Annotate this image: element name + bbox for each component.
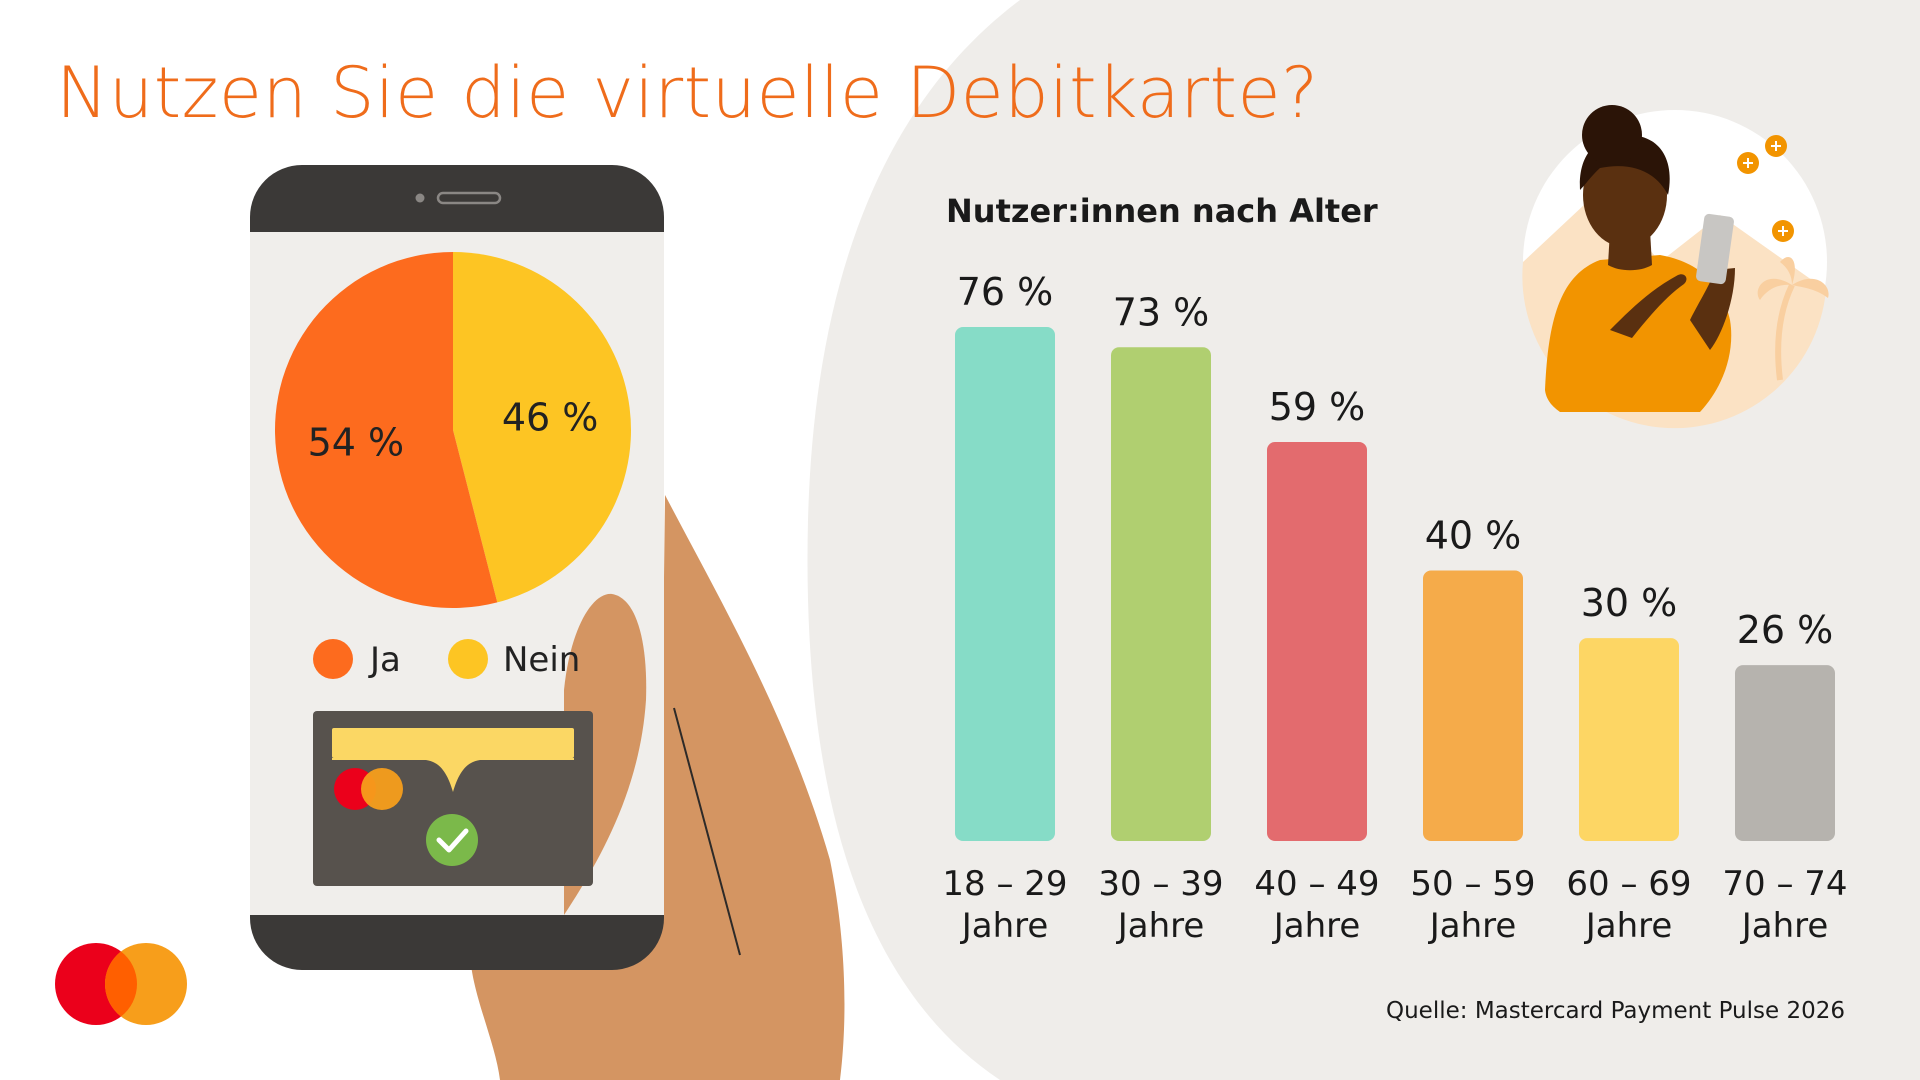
woman-phone bbox=[1696, 213, 1734, 285]
x-tick-label: 18 – 29 bbox=[942, 864, 1067, 904]
bar bbox=[955, 327, 1055, 841]
x-tick-unit-label: Jahre bbox=[960, 906, 1049, 946]
pie-slice-ja bbox=[274, 252, 498, 608]
x-tick-unit-label: Jahre bbox=[1428, 906, 1517, 946]
pie-slice-nein bbox=[453, 252, 631, 603]
palm-tree bbox=[1775, 283, 1795, 381]
legend-swatch-ja bbox=[313, 639, 353, 679]
x-tick-label: 30 – 39 bbox=[1098, 864, 1223, 904]
bar-value-label: 59 % bbox=[1269, 385, 1366, 429]
check-mark bbox=[436, 828, 469, 853]
pie-value-label: 46 % bbox=[502, 396, 599, 440]
hand-crease bbox=[673, 707, 741, 956]
woman-with-phone-illustration bbox=[1522, 105, 1829, 429]
wallet-logo-orange bbox=[361, 768, 403, 810]
x-tick-label: 60 – 69 bbox=[1566, 864, 1691, 904]
woman-arm bbox=[1690, 268, 1735, 350]
mastercard-logo bbox=[55, 943, 187, 1025]
legend-label-ja: Ja bbox=[368, 640, 401, 680]
x-tick-label: 50 – 59 bbox=[1410, 864, 1535, 904]
bar bbox=[1111, 347, 1211, 841]
x-tick-label: 70 – 74 bbox=[1722, 864, 1847, 904]
legend-label-nein: Nein bbox=[503, 640, 580, 680]
page-title: Nutzen Sie die virtuelle Debitkarte? bbox=[56, 52, 1319, 134]
x-tick-unit-label: Jahre bbox=[1272, 906, 1361, 946]
bar-value-label: 30 % bbox=[1581, 581, 1678, 625]
bar-chart-title: Nutzer:innen nach Alter bbox=[946, 192, 1378, 230]
plus-signs bbox=[1743, 141, 1788, 236]
bar bbox=[1579, 638, 1679, 841]
pie-legend: Ja Nein bbox=[313, 639, 580, 680]
woman-body bbox=[1545, 255, 1732, 412]
bar-value-label: 76 % bbox=[957, 270, 1054, 314]
wallet-card bbox=[332, 728, 574, 758]
bar-value-label: 26 % bbox=[1737, 608, 1834, 652]
woman-pointing-hand bbox=[1610, 274, 1687, 338]
phone-camera bbox=[415, 193, 425, 203]
pie-value-label: 54 % bbox=[308, 420, 405, 464]
legend-swatch-nein bbox=[448, 639, 488, 679]
source-note: Quelle: Mastercard Payment Pulse 2026 bbox=[1386, 998, 1845, 1024]
x-tick-unit-label: Jahre bbox=[1740, 906, 1829, 946]
check-icon bbox=[426, 814, 478, 866]
wallet-icon bbox=[313, 711, 593, 886]
wallet-flap-shape bbox=[332, 758, 574, 792]
bar bbox=[1267, 441, 1367, 841]
woman-hair-bun bbox=[1582, 105, 1642, 165]
pie-chart: 46 % 54 % bbox=[274, 252, 631, 608]
x-tick-label: 40 – 49 bbox=[1254, 864, 1379, 904]
x-tick-unit-label: Jahre bbox=[1584, 906, 1673, 946]
bar bbox=[1423, 570, 1523, 841]
bar-value-label: 73 % bbox=[1113, 290, 1210, 334]
logo-overlap bbox=[104, 951, 138, 1017]
bar-value-label: 40 % bbox=[1425, 513, 1522, 557]
bar bbox=[1735, 665, 1835, 841]
palm-leaves bbox=[1757, 256, 1829, 300]
phone-speaker bbox=[436, 191, 502, 205]
x-tick-unit-label: Jahre bbox=[1116, 906, 1205, 946]
